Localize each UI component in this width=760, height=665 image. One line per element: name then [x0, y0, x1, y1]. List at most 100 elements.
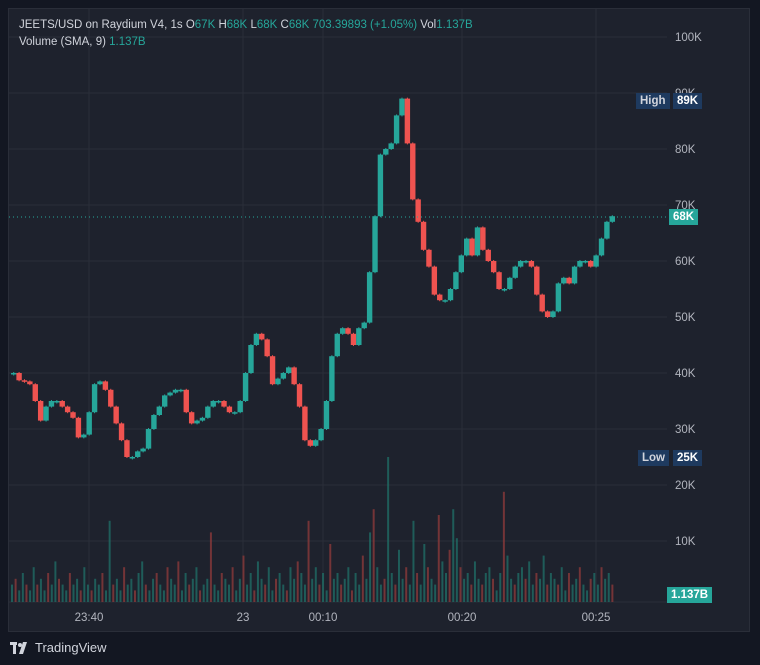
- candle: [59, 401, 65, 407]
- volume-bar: [159, 584, 162, 602]
- volume-bar: [282, 584, 285, 602]
- symbol-label[interactable]: JEETS/USD on Raydium V4, 1s: [19, 19, 183, 31]
- volume-bar: [401, 578, 404, 602]
- volume-bar: [43, 590, 46, 602]
- volume-bar: [329, 544, 332, 602]
- candle: [215, 401, 222, 403]
- candle: [593, 255, 599, 267]
- candle: [490, 261, 497, 273]
- volume-bar: [611, 584, 614, 602]
- volume-bar: [459, 567, 462, 602]
- volume-bar: [517, 573, 520, 602]
- x-tick-label: 23: [237, 612, 250, 624]
- candle: [501, 289, 508, 291]
- volume-bar: [520, 567, 523, 602]
- candle: [167, 392, 173, 396]
- volume-bar: [557, 584, 560, 602]
- volume-bar: [434, 584, 437, 602]
- volume-bar: [528, 561, 531, 602]
- y-tick-label: 50K: [675, 312, 696, 324]
- footer-bar: [0, 632, 760, 665]
- volume-bar: [484, 573, 487, 602]
- candle: [339, 328, 346, 334]
- candle: [296, 384, 303, 407]
- volume-bar: [36, 584, 39, 602]
- volume-bar: [470, 584, 473, 602]
- volume-bar: [224, 578, 227, 602]
- candle: [291, 367, 297, 385]
- x-tick-label: 00:20: [448, 612, 477, 624]
- candle: [544, 311, 551, 317]
- low-badge-label: Low: [638, 450, 669, 466]
- volume-bar: [296, 561, 299, 602]
- open-value: 67K: [194, 19, 216, 31]
- close-label: C: [280, 19, 289, 31]
- candle: [426, 249, 432, 267]
- candle: [307, 440, 313, 446]
- volume-bar: [32, 567, 35, 602]
- candle: [16, 373, 22, 381]
- volume-bar: [235, 590, 238, 602]
- candle: [43, 406, 49, 421]
- candle: [113, 406, 119, 424]
- volume-bar: [571, 584, 574, 602]
- volume-bar: [452, 509, 455, 602]
- volume-indicator-label[interactable]: Volume (SMA, 9): [19, 36, 106, 48]
- x-tick-label: 00:10: [309, 612, 338, 624]
- candle: [442, 300, 448, 302]
- volume-bar: [481, 584, 484, 602]
- volume-bar: [199, 590, 202, 602]
- volume-bar: [578, 567, 581, 602]
- volume-bar: [495, 590, 498, 602]
- candle: [528, 261, 535, 267]
- volume-bar: [231, 567, 234, 602]
- volume-bar: [589, 578, 592, 602]
- candle: [313, 440, 319, 446]
- tradingview-logo[interactable]: TradingView: [10, 640, 107, 655]
- high-label: H: [218, 19, 227, 31]
- volume-bar: [76, 578, 79, 602]
- volume-legend: Volume (SMA, 9) 1.137B: [19, 36, 146, 48]
- candle: [420, 221, 427, 250]
- candle: [539, 294, 545, 312]
- volume-bar: [202, 584, 205, 602]
- candle: [345, 328, 351, 334]
- candle: [32, 384, 38, 401]
- candle: [237, 401, 243, 413]
- candle: [582, 261, 589, 263]
- candle: [37, 401, 44, 421]
- volume-bar: [130, 578, 133, 602]
- volume-bar: [408, 584, 411, 602]
- candle: [124, 440, 130, 457]
- volume-bar: [86, 584, 89, 602]
- volume-bar: [141, 561, 144, 602]
- candle: [366, 272, 373, 323]
- high-value: 68K: [226, 19, 248, 31]
- volume-bar: [477, 578, 480, 602]
- volume-short-value: 1.137B: [436, 19, 473, 31]
- close-value: 68K: [288, 19, 310, 31]
- volume-bar: [126, 584, 129, 602]
- y-tick-label: 10K: [675, 536, 696, 548]
- candle: [205, 406, 211, 418]
- chart-frame[interactable]: 100K90K80K70K60K50K40K30K20K10K 23:40230…: [8, 8, 750, 632]
- volume-bar: [54, 561, 57, 602]
- candle: [415, 199, 421, 222]
- y-tick-label: 80K: [675, 144, 696, 156]
- volume-bar: [79, 590, 82, 602]
- volume-bar: [473, 561, 476, 602]
- volume-bar: [188, 584, 191, 602]
- brand-name: TradingView: [35, 640, 107, 655]
- volume-bar: [21, 573, 24, 602]
- volume-bar: [365, 578, 368, 602]
- volume-bar: [361, 555, 364, 602]
- volume-bar: [564, 590, 567, 602]
- volume-bar: [575, 578, 578, 602]
- candle: [64, 406, 71, 413]
- volume-bar: [322, 573, 325, 602]
- volume-bar: [394, 584, 397, 602]
- x-tick-label: 23:40: [75, 612, 104, 624]
- volume-bar: [358, 584, 361, 602]
- candle: [253, 333, 260, 345]
- price-chart[interactable]: 100K90K80K70K60K50K40K30K20K10K 23:40230…: [9, 9, 751, 633]
